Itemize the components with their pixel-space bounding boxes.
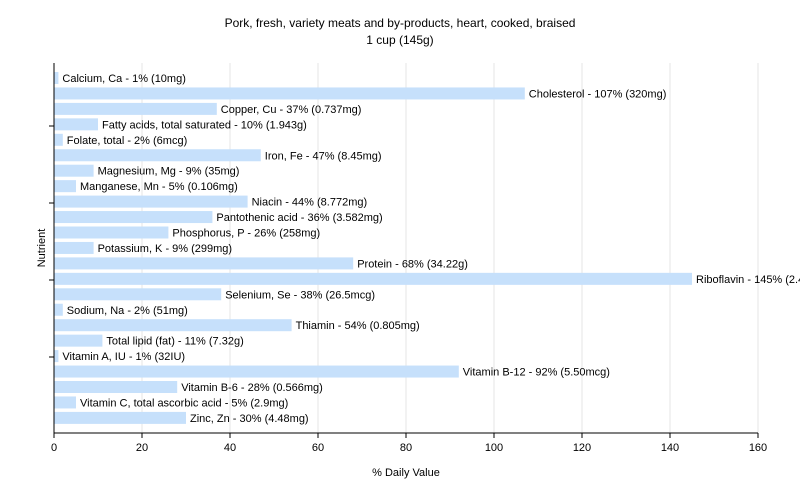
bar-vitamin-b-12 [54,365,459,378]
x-tick-label: 40 [224,442,236,454]
bar-data-label: Thiamin - 54% (0.805mg) [296,320,420,332]
bar-data-label: Selenium, Se - 38% (26.5mcg) [225,289,375,301]
bar-data-label: Pantothenic acid - 36% (3.582mg) [216,212,382,224]
x-tick-label: 0 [51,442,57,454]
bar-potassium-k [54,241,94,254]
bar-copper-cu [54,102,217,115]
x-tick-label: 160 [749,442,767,454]
x-tick-label: 100 [485,442,503,454]
bar-vitamin-b-6 [54,381,178,393]
bar-zinc-zn [54,411,186,424]
bar-niacin [54,195,248,208]
bar-data-label: Protein - 68% (34.22g) [357,258,468,270]
bar-total-lipid-fat [54,334,103,347]
x-tick-label: 140 [661,442,679,454]
bar-data-label: Vitamin A, IU - 1% (32IU) [62,351,185,363]
bar-magnesium-mg [54,164,94,177]
bar-manganese-mn [54,180,76,193]
bar-data-label: Manganese, Mn - 5% (0.106mg) [80,181,238,193]
x-axis-title: % Daily Value [372,467,440,479]
chart-title: Pork, fresh, variety meats and by-produc… [224,16,576,30]
bar-data-label: Total lipid (fat) - 11% (7.32g) [106,336,243,348]
bar-cholesterol [54,87,525,100]
bar-data-label: Sodium, Na - 2% (51mg) [67,305,188,317]
bar-selenium-se [54,288,222,301]
bar-vitamin-c-total-ascorbic-acid [54,396,76,409]
chart-subtitle: 1 cup (145g) [366,33,434,47]
x-tick-label: 120 [573,442,591,454]
bar-sodium-na [54,303,63,316]
x-tick-label: 20 [136,442,148,454]
bar-data-label: Vitamin B-12 - 92% (5.50mcg) [463,367,610,379]
x-tick-label: 80 [400,442,412,454]
bar-data-label: Vitamin C, total ascorbic acid - 5% (2.9… [80,397,288,409]
x-tick-label: 60 [312,442,324,454]
y-axis-title: Nutrient [36,229,48,268]
bar-data-label: Folate, total - 2% (6mcg) [67,135,187,147]
bar-data-label: Fatty acids, total saturated - 10% (1.94… [102,119,307,131]
bar-data-label: Vitamin B-6 - 28% (0.566mg) [181,382,323,394]
bar-vitamin-a-iu [54,350,59,363]
bar-data-label: Phosphorus, P - 26% (258mg) [172,228,320,240]
bar-data-label: Calcium, Ca - 1% (10mg) [62,73,185,85]
bar-data-label: Zinc, Zn - 30% (4.48mg) [190,413,309,425]
bar-data-label: Riboflavin - 145% (2.468mg) [696,274,800,286]
bar-calcium-ca [54,72,59,84]
bar-protein [54,257,354,270]
bar-data-label: Potassium, K - 9% (299mg) [98,243,233,255]
bar-data-label: Cholesterol - 107% (320mg) [529,88,667,100]
bar-iron-fe [54,149,261,162]
bar-riboflavin [54,272,692,285]
bar-folate-total [54,133,63,146]
bar-data-label: Copper, Cu - 37% (0.737mg) [221,104,362,116]
bar-data-label: Niacin - 44% (8.772mg) [252,197,368,209]
bar-thiamin [54,319,292,332]
bar-data-label: Magnesium, Mg - 9% (35mg) [98,166,240,178]
bar-phosphorus-p [54,226,169,239]
bar-data-label: Iron, Fe - 47% (8.45mg) [265,150,382,162]
bar-pantothenic-acid [54,211,213,224]
bar-fatty-acids-total-saturated [54,118,98,131]
